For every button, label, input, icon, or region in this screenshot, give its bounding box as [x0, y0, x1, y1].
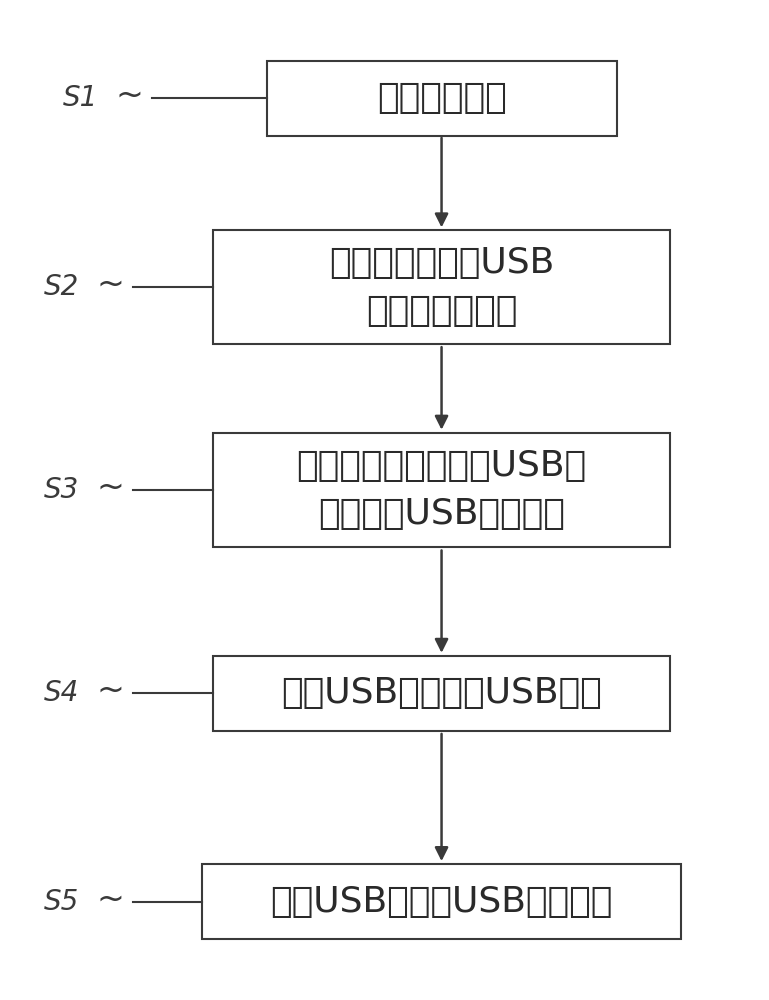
- Text: 控制USB插座与USB端口脱离: 控制USB插座与USB端口脱离: [271, 885, 613, 919]
- Text: ~: ~: [116, 79, 144, 112]
- Text: ~: ~: [97, 674, 125, 707]
- Text: S5: S5: [44, 888, 79, 916]
- Text: 固定移动终端: 固定移动终端: [377, 81, 507, 115]
- Text: 根据当前位置，控制USB插
座与所述USB端口正对: 根据当前位置，控制USB插 座与所述USB端口正对: [297, 449, 587, 531]
- Text: S3: S3: [44, 476, 79, 504]
- Text: S4: S4: [44, 679, 79, 707]
- Bar: [213, 230, 670, 344]
- Text: 控制USB插座插入USB端口: 控制USB插座插入USB端口: [281, 676, 602, 710]
- Text: ~: ~: [97, 882, 125, 915]
- Bar: [202, 864, 681, 939]
- Text: 检测移动终端的USB
端口的当前位置: 检测移动终端的USB 端口的当前位置: [329, 246, 554, 328]
- Text: ~: ~: [97, 267, 125, 300]
- Text: S2: S2: [44, 273, 79, 301]
- Bar: [213, 433, 670, 547]
- Bar: [267, 61, 617, 136]
- Text: S1: S1: [62, 84, 98, 112]
- Bar: [213, 656, 670, 731]
- Text: ~: ~: [97, 471, 125, 504]
